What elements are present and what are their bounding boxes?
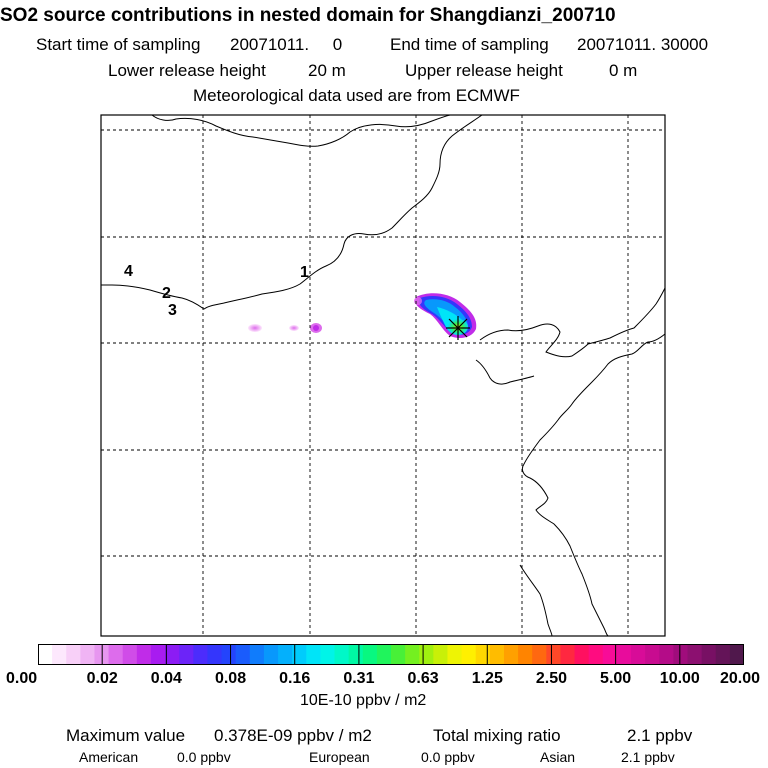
colorbar-frame (38, 644, 744, 665)
colorbar-swatch (560, 644, 576, 665)
total-mixing-label: Total mixing ratio (433, 726, 561, 745)
colorbar-swatch (320, 644, 336, 665)
region-american-value: 0.0 ppbv (177, 749, 231, 765)
colorbar-swatch (729, 644, 744, 665)
colorbar-swatch (334, 644, 350, 665)
colorbar-tick-label: 2.50 (535, 670, 568, 687)
end-time-label: End time of sampling (390, 35, 549, 54)
colorbar-swatch (433, 644, 448, 665)
start-time-value: 20071011. 0 (230, 35, 343, 54)
colorbar-swatch (38, 644, 53, 665)
trajectory-label-3: 3 (168, 302, 177, 319)
colorbar-swatch (235, 644, 251, 665)
colorbar-swatch (221, 644, 237, 665)
max-value-label: Maximum value (66, 726, 186, 745)
colorbar-swatch (532, 644, 547, 665)
colorbar-tick-label: 0.63 (407, 670, 439, 687)
colorbar-swatch (165, 644, 180, 665)
colorbar-swatch (348, 644, 364, 665)
colorbar-units: 10E-10 ppbv / m2 (300, 692, 427, 709)
total-mixing-value: 2.1 ppbv (627, 726, 693, 745)
end-time-value: 20071011. 30000 (577, 35, 709, 54)
colorbar-tick-label: 1.25 (471, 670, 503, 687)
lower-release-label: Lower release height (108, 61, 266, 80)
colorbar-swatch (419, 644, 434, 665)
lat-lon-grid (101, 115, 665, 636)
colorbar-swatch (66, 644, 81, 665)
colorbar-swatch (574, 644, 590, 665)
colorbar-swatch (136, 644, 152, 665)
colorbar-swatch (193, 644, 208, 665)
trajectory-label-1: 1 (300, 264, 309, 281)
colorbar-swatch (489, 644, 505, 665)
colorbar-swatch (306, 644, 321, 665)
upper-release-value: 0 m (609, 61, 638, 80)
page-title: SO2 source contributions in nested domai… (0, 5, 616, 26)
colorbar-tick-label: 0.02 (86, 670, 118, 687)
region-american-label: American (79, 749, 139, 765)
colorbar-swatch (715, 644, 731, 665)
colorbar-tick-label: 0.04 (150, 670, 182, 687)
concentration-plume (248, 293, 477, 338)
region-asian-label: Asian (540, 749, 576, 765)
colorbar-tick-label: 10.00 (659, 670, 700, 687)
colorbar-swatch (249, 644, 265, 665)
colorbar-tick-label: 0.31 (343, 670, 375, 687)
colorbar-swatch (645, 644, 660, 665)
colorbar-swatch (602, 644, 618, 665)
trajectory-label-4: 4 (124, 263, 133, 280)
colorbar-swatch (447, 644, 463, 665)
region-european-value: 0.0 ppbv (421, 749, 475, 765)
colorbar-swatch (518, 644, 533, 665)
colorbar-swatch (588, 644, 604, 665)
colorbar-tick-label: 20.00 (719, 670, 760, 687)
colorbar-swatch (631, 644, 646, 665)
region-european-label: European (309, 749, 370, 765)
colorbar-swatch (263, 644, 279, 665)
met-data-note: Meteorological data used are from ECMWF (193, 86, 520, 105)
colorbar-swatch (150, 644, 166, 665)
colorbar-swatch (80, 644, 95, 665)
receptor-star-icon (446, 316, 470, 340)
max-value: 0.378E-09 ppbv / m2 (214, 726, 372, 745)
colorbar (38, 644, 744, 665)
colorbar-swatch (475, 644, 491, 665)
colorbar-swatch (461, 644, 477, 665)
colorbar-swatch (616, 644, 632, 665)
colorbar-swatch (687, 644, 703, 665)
map-frame (100, 114, 666, 637)
colorbar-swatch (52, 644, 67, 665)
colorbar-swatch (659, 644, 674, 665)
colorbar-swatch (108, 644, 124, 665)
coastlines (101, 115, 665, 636)
colorbar-swatch (701, 644, 717, 665)
colorbar-swatch (376, 644, 392, 665)
colorbar-swatch (405, 644, 420, 665)
colorbar-swatch (179, 644, 194, 665)
colorbar-tick-label: 0.00 (6, 670, 38, 687)
colorbar-swatch (122, 644, 138, 665)
colorbar-swatch (292, 644, 307, 665)
region-asian-value: 2.1 ppbv (621, 749, 675, 765)
colorbar-swatch (673, 644, 689, 665)
colorbar-tick-label: 5.00 (600, 670, 632, 687)
lower-release-value: 20 m (308, 61, 346, 80)
colorbar-swatch (503, 644, 519, 665)
colorbar-tick-label: 0.16 (279, 670, 311, 687)
start-time-label: Start time of sampling (36, 35, 201, 54)
colorbar-swatch (546, 644, 561, 665)
colorbar-swatch (391, 644, 406, 665)
trajectory-label-2: 2 (162, 285, 171, 302)
colorbar-swatch (278, 644, 293, 665)
upper-release-label: Upper release height (405, 61, 563, 80)
colorbar-swatch (362, 644, 378, 665)
colorbar-tick-label: 0.08 (214, 670, 247, 687)
colorbar-swatch (207, 644, 223, 665)
